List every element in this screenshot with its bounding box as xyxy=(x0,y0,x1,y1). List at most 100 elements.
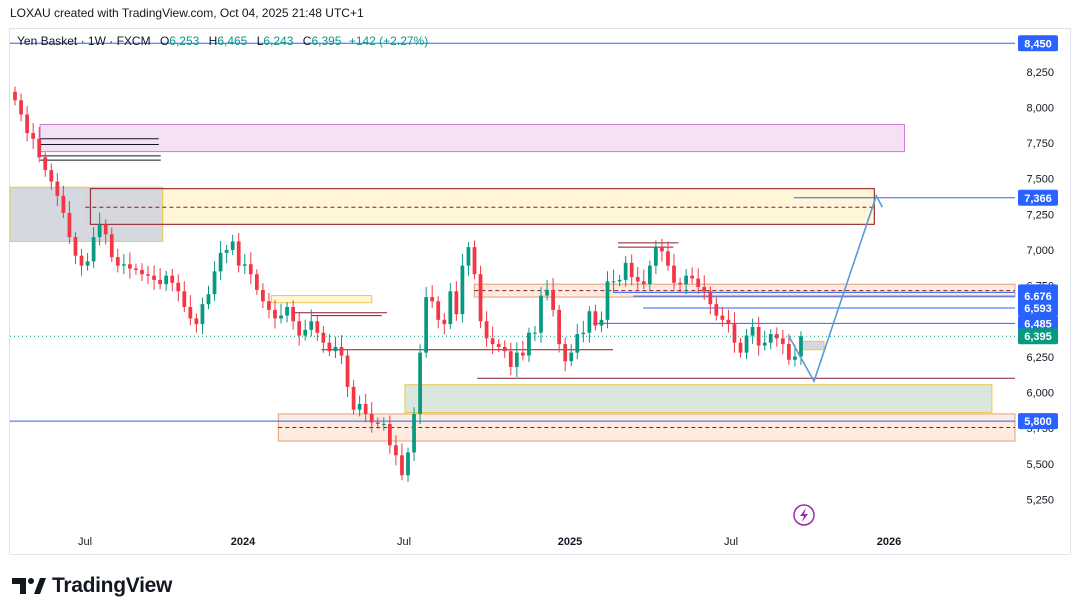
candle-body xyxy=(726,319,731,325)
candle-body xyxy=(357,403,362,410)
candle-body xyxy=(381,423,386,425)
chart-header: LOXAU created with TradingView.com, Oct … xyxy=(10,6,364,20)
candle-body xyxy=(267,301,271,310)
candle-body xyxy=(774,334,779,339)
candle-body xyxy=(309,321,314,330)
candle-body xyxy=(750,326,755,336)
candle-body xyxy=(79,255,84,266)
candle-body xyxy=(254,274,259,290)
candle-body xyxy=(200,304,205,325)
open-label: O xyxy=(159,34,170,48)
tradingview-logo-icon xyxy=(12,578,46,594)
candle-body xyxy=(85,261,90,266)
x-tick-label: Jul xyxy=(397,536,411,548)
projection-arrow xyxy=(788,193,884,384)
candle-body xyxy=(369,413,374,423)
candle-body xyxy=(732,324,737,343)
candle-body xyxy=(672,265,676,283)
price-badge-label: 6,593 xyxy=(1024,303,1052,315)
price-badge-label: 6,395 xyxy=(1024,331,1052,343)
candle-body xyxy=(768,334,773,343)
candle-body xyxy=(599,319,604,326)
price-badge xyxy=(1018,328,1058,345)
candle-body xyxy=(303,329,308,336)
candle-body xyxy=(587,311,592,333)
candle-body xyxy=(103,224,108,235)
candle-body xyxy=(660,247,664,252)
lightning-icon[interactable] xyxy=(793,504,815,526)
price-badge-label: 6,485 xyxy=(1024,318,1052,330)
candle-body xyxy=(236,241,241,266)
candle-body xyxy=(756,326,761,346)
candle-body xyxy=(49,170,54,182)
x-tick-label: Jul xyxy=(78,536,92,548)
candle-body xyxy=(158,279,162,285)
candle-body xyxy=(261,289,265,302)
supply-outline xyxy=(89,188,875,225)
zone-left-block xyxy=(9,186,164,242)
candle-body xyxy=(448,291,453,325)
candle-body xyxy=(363,403,368,414)
candle-body xyxy=(73,237,78,256)
candle-body xyxy=(762,342,767,346)
low-label: L xyxy=(256,34,264,48)
candle-body xyxy=(569,352,574,362)
candle-body xyxy=(502,346,507,352)
candle-body xyxy=(37,138,42,158)
y-tick-label: 6,250 xyxy=(1026,352,1054,364)
candle-body xyxy=(339,346,344,356)
candle-body xyxy=(430,297,435,302)
candle-body xyxy=(472,247,477,275)
candle-body xyxy=(641,281,646,285)
candle-body xyxy=(738,342,743,353)
price-badge xyxy=(1018,300,1058,317)
candle-body xyxy=(708,291,713,305)
chart-frame xyxy=(9,28,1071,555)
axis-layer: 8,2508,0007,7507,5007,2507,0006,7506,500… xyxy=(78,67,1054,548)
candle-body xyxy=(19,100,23,115)
candle-body xyxy=(164,275,169,285)
candle-body xyxy=(696,278,701,288)
candle-body xyxy=(242,264,247,266)
candle-body xyxy=(206,294,211,305)
candle-body xyxy=(563,344,568,362)
candle-body xyxy=(605,281,610,320)
tradingview-logo[interactable]: TradingView xyxy=(12,574,172,598)
candle-body xyxy=(387,423,392,446)
candle-body xyxy=(115,257,120,266)
price-badge xyxy=(1018,189,1058,206)
candle-body xyxy=(635,277,640,282)
candle-body xyxy=(248,264,253,275)
candle-body xyxy=(152,275,156,280)
candle-body xyxy=(617,279,622,282)
candle-body xyxy=(134,268,138,270)
candle-body xyxy=(412,413,416,453)
zone-demand-green xyxy=(404,384,993,414)
candle-body xyxy=(121,264,126,266)
candle-body xyxy=(91,237,96,262)
symbol-name: Yen Basket · 1W · FXCM xyxy=(17,34,151,48)
candle-body xyxy=(285,307,289,316)
price-badge xyxy=(1018,315,1058,332)
candle-body xyxy=(194,318,199,325)
candle-body xyxy=(581,332,586,335)
tradingview-logo-text: TradingView xyxy=(52,574,173,597)
candle-body xyxy=(97,224,102,238)
candle-body xyxy=(533,332,537,334)
candle-body xyxy=(424,297,429,353)
candle-body xyxy=(508,351,513,367)
candle-body xyxy=(43,157,48,171)
candle-body xyxy=(647,265,652,285)
candle-body xyxy=(224,249,229,253)
candle-body xyxy=(744,335,749,353)
candle-body xyxy=(212,271,217,295)
candle-body xyxy=(490,338,495,345)
y-tick-label: 7,000 xyxy=(1026,245,1054,257)
low-value: 6,243 xyxy=(263,34,294,48)
candle-body xyxy=(400,455,404,476)
candle-body xyxy=(514,352,519,367)
candle-body xyxy=(702,287,707,292)
candle-body xyxy=(406,452,410,476)
candle-body xyxy=(61,195,66,213)
